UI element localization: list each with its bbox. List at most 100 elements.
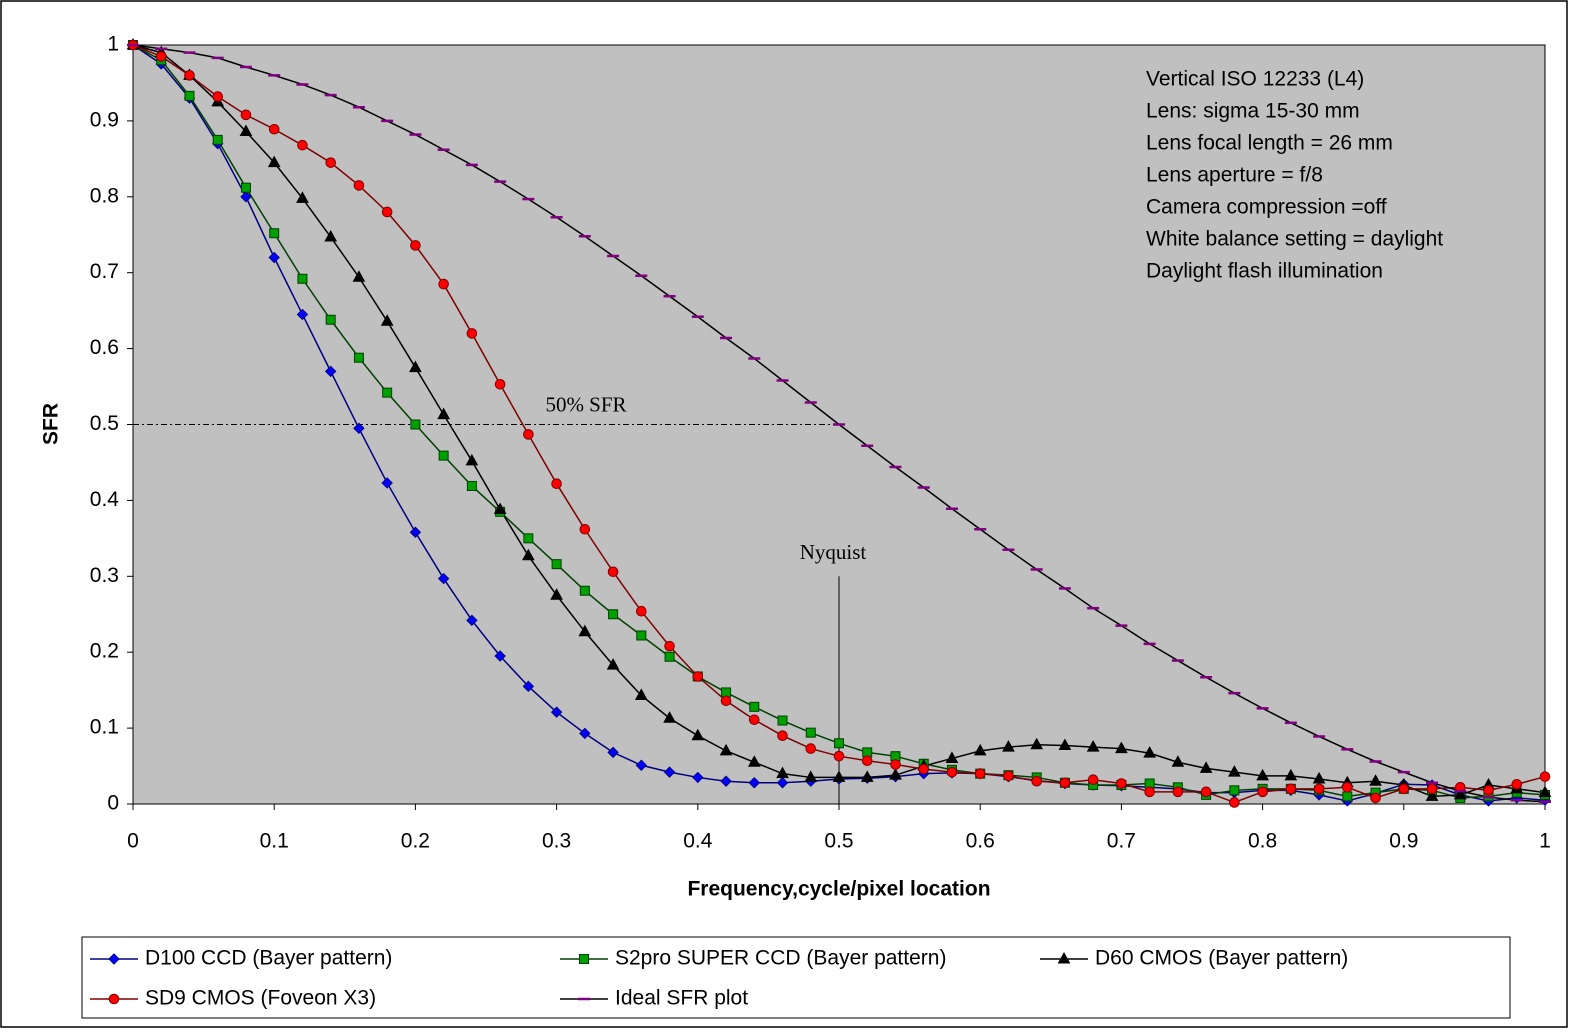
legend-marker — [1057, 951, 1071, 964]
marker — [749, 701, 760, 712]
marker — [184, 90, 195, 101]
marker — [353, 352, 364, 363]
legend-marker — [579, 954, 589, 964]
legend-item: Ideal SFR plot — [560, 987, 748, 1010]
marker — [1369, 774, 1382, 786]
x-tick-label: 0.4 — [683, 830, 713, 853]
nyquist-label: Nyquist — [800, 540, 867, 564]
x-tick-label: 0.5 — [824, 830, 853, 853]
y-tick-label: 0.1 — [90, 716, 119, 739]
marker — [1370, 792, 1381, 804]
marker — [776, 777, 789, 789]
legend-label: SD9 CMOS (Foveon X3) — [145, 987, 376, 1010]
marker — [804, 770, 818, 782]
legend-item: D60 CMOS (Bayer pattern) — [1040, 947, 1348, 970]
marker — [719, 743, 733, 756]
marker — [466, 614, 478, 627]
marker — [325, 157, 336, 168]
marker — [240, 182, 251, 193]
x-tick-label: 0.6 — [966, 830, 995, 853]
y-tick-label: 0.8 — [90, 184, 119, 207]
marker — [494, 650, 506, 662]
marker — [1256, 768, 1269, 781]
marker — [636, 605, 647, 617]
marker — [324, 365, 337, 378]
marker — [1115, 741, 1128, 754]
marker — [776, 766, 789, 779]
marker — [973, 743, 987, 756]
marker — [324, 229, 338, 242]
marker — [240, 191, 252, 203]
marker — [267, 155, 281, 168]
legend-marker — [108, 953, 120, 965]
x-axis-label: Frequency,cycle/pixel location — [687, 878, 990, 901]
marker — [239, 124, 253, 137]
marker — [353, 180, 365, 191]
marker — [918, 763, 930, 775]
marker — [466, 328, 478, 339]
y-tick-label: 0.7 — [90, 260, 119, 283]
marker — [634, 688, 648, 700]
marker — [945, 751, 959, 763]
marker — [748, 714, 760, 726]
marker — [494, 378, 506, 390]
marker — [382, 387, 393, 398]
marker — [1086, 740, 1100, 752]
y-axis-label: SFR — [40, 403, 63, 445]
x-tick-label: 0.1 — [260, 830, 289, 853]
marker — [1228, 765, 1241, 777]
legend-item: D100 CCD (Bayer pattern) — [90, 947, 392, 970]
y-tick-label: 0.5 — [90, 412, 119, 435]
marker — [607, 566, 619, 578]
marker — [974, 768, 986, 779]
marker — [381, 477, 393, 489]
marker — [664, 640, 675, 652]
marker — [578, 624, 592, 637]
marker — [325, 314, 336, 325]
marker — [1426, 783, 1438, 795]
marker — [1172, 786, 1184, 798]
half-sfr-label: 50% SFR — [545, 392, 626, 416]
marker — [1342, 791, 1353, 802]
marker — [1425, 789, 1439, 801]
marker — [748, 777, 760, 789]
marker — [1002, 740, 1015, 752]
marker — [664, 651, 675, 662]
y-tick-label: 1 — [107, 33, 119, 56]
marker — [1031, 775, 1042, 787]
marker — [1284, 768, 1298, 781]
marker — [1312, 771, 1326, 784]
marker — [860, 770, 874, 782]
marker — [522, 680, 535, 693]
marker — [607, 746, 619, 759]
marker — [579, 523, 591, 535]
marker — [663, 766, 676, 778]
marker — [691, 728, 705, 741]
marker — [410, 240, 421, 251]
marker — [410, 419, 421, 430]
x-tick-label: 0 — [127, 830, 139, 853]
marker — [381, 206, 393, 218]
marker — [1313, 783, 1325, 795]
marker — [1200, 786, 1212, 798]
marker — [437, 407, 450, 420]
marker — [1003, 770, 1014, 782]
marker — [1058, 738, 1072, 751]
marker — [1539, 771, 1551, 782]
note: Lens: sigma 15-30 mm — [1146, 100, 1360, 123]
marker — [1342, 782, 1353, 793]
marker — [352, 270, 366, 282]
marker — [1116, 778, 1127, 789]
marker — [805, 727, 816, 738]
marker — [635, 759, 648, 771]
marker — [269, 228, 280, 239]
marker — [890, 759, 901, 770]
note: Lens aperture = f/8 — [1146, 164, 1323, 187]
marker — [438, 450, 449, 461]
marker — [805, 743, 817, 754]
marker — [493, 502, 507, 515]
marker — [551, 478, 562, 490]
marker — [692, 671, 704, 682]
legend-label: D60 CMOS (Bayer pattern) — [1095, 947, 1348, 970]
marker — [663, 711, 676, 723]
